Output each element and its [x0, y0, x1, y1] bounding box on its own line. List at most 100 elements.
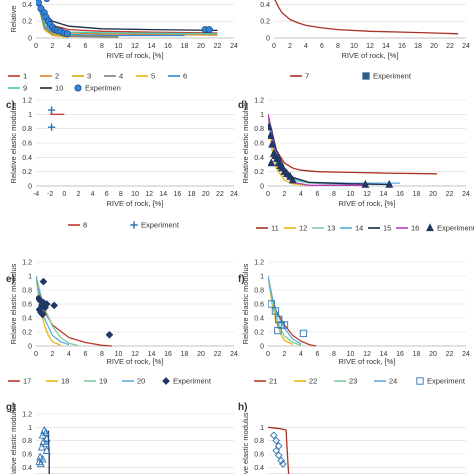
x-tick-label: 8	[332, 351, 336, 358]
experiment-point	[275, 315, 283, 324]
legend-item: 7	[290, 72, 309, 81]
legend-item: Experiment	[416, 377, 466, 386]
experiment-point	[41, 427, 50, 436]
y-tick-label: 0.4	[22, 155, 32, 162]
legend-label: 9	[23, 84, 27, 93]
experiment-point	[271, 307, 280, 315]
experiment-point	[268, 139, 277, 148]
legend-marker	[362, 72, 370, 80]
experiment-point	[38, 454, 47, 463]
x-tick-label: 20	[202, 191, 210, 198]
legend-item: 13	[312, 224, 335, 233]
legend-label: 16	[411, 224, 419, 233]
legend-label: 21	[269, 377, 277, 386]
legend-label: Experiment	[373, 72, 412, 81]
x-tick-label: 2	[51, 43, 55, 50]
experiment-point	[47, 106, 56, 114]
legend-item: 3	[72, 72, 91, 81]
legend-item: 2	[40, 72, 59, 81]
x-tick-label: 24	[462, 351, 470, 358]
chart-panel-6: 00.20.40.60.811.20 2 4 6 8 10 12 14 16 18 20 22 24RI…	[238, 260, 470, 386]
x-tick-label: 20	[197, 351, 205, 358]
x-axis-title: RIVE of rock, [%]	[338, 357, 395, 366]
legend-label: 5	[151, 72, 155, 81]
y-tick-label: 0	[266, 36, 270, 43]
legend-label: 20	[137, 377, 145, 386]
x-tick-label: 0	[62, 191, 66, 198]
panel-label: c)	[6, 100, 15, 111]
y-tick-label: 1	[260, 274, 264, 281]
y-tick-label: 1.2	[22, 260, 32, 267]
legend-label: 3	[87, 72, 91, 81]
legend-item: Experimen	[74, 84, 121, 93]
x-tick-label: 22	[446, 351, 454, 358]
x-tick-label: 6	[316, 351, 320, 358]
x-tick-label: 16	[164, 43, 172, 50]
legend-label: 19	[99, 377, 107, 386]
experiment-point	[38, 430, 47, 439]
x-tick-label: 4	[304, 43, 308, 50]
legend-marker	[130, 221, 138, 229]
experiment-point	[38, 310, 47, 319]
x-axis-title: RIVE of rock, [%]	[106, 199, 163, 208]
y-tick-label: 0.4	[254, 465, 264, 472]
x-tick-label: 4	[91, 191, 95, 198]
legend-item: 12	[284, 224, 307, 233]
legend-marker	[426, 223, 434, 232]
y-tick-label: 1.2	[22, 98, 32, 105]
legend-marker	[416, 377, 424, 385]
experiment-point	[268, 122, 273, 131]
x-axis-title: RIVE of rock, [%]	[341, 51, 398, 60]
y-tick-label: 0.6	[254, 302, 264, 309]
legend-item: 11	[256, 224, 279, 233]
x-tick-label: 24	[230, 351, 238, 358]
legend-item: Experiment	[426, 223, 474, 233]
y-tick-label: 0.8	[254, 288, 264, 295]
legend-label: 11	[271, 224, 279, 233]
legend-item: 21	[254, 377, 277, 386]
x-tick-label: 16	[396, 191, 404, 198]
legend-label: 7	[305, 72, 309, 81]
legend-item: 14	[340, 224, 363, 233]
experiment-point	[41, 439, 50, 448]
legend-item: 17	[8, 377, 31, 386]
plot-area	[268, 275, 317, 347]
experiment-point	[36, 457, 44, 466]
legend-item: 22	[294, 377, 317, 386]
x-tick-label: 2	[51, 351, 55, 358]
legend-item: 16	[396, 224, 419, 233]
x-tick-label: 12	[131, 351, 139, 358]
y-tick-label: 1	[260, 425, 264, 432]
y-tick-label: 1	[28, 112, 32, 119]
experiment-point	[105, 330, 114, 339]
y-axis-title: Relative elastic modulus	[9, 403, 18, 474]
x-tick-label: 18	[181, 351, 189, 358]
experiment-point	[269, 431, 278, 440]
experiment-point	[268, 300, 275, 308]
x-tick-label: 22	[214, 43, 222, 50]
experiment-point	[36, 0, 42, 7]
x-tick-label: 12	[363, 191, 371, 198]
legend-item: 4	[104, 72, 123, 81]
experiment-point	[277, 456, 286, 465]
x-tick-label: 2	[76, 191, 80, 198]
x-tick-label: 14	[148, 351, 156, 358]
y-tick-label: 0.4	[254, 155, 264, 162]
legend-label: 15	[383, 224, 391, 233]
x-tick-label: 18	[413, 351, 421, 358]
experiment-point	[37, 459, 45, 468]
experiment-point	[268, 131, 275, 139]
plot-area	[274, 0, 459, 35]
x-tick-label: 22	[446, 191, 454, 198]
x-tick-label: 10	[115, 351, 123, 358]
chart-panel-4: 00.20.40.60.811.20 2 4 6 8 10 12 14 16 18 20 22 24RI…	[238, 98, 474, 233]
x-tick-label: 18	[188, 191, 196, 198]
x-tick-label: 18	[414, 43, 422, 50]
legend-item: 19	[84, 377, 107, 386]
legend-item: 5	[136, 72, 155, 81]
y-tick-label: 0	[260, 184, 264, 191]
y-tick-label: 0.8	[22, 126, 32, 133]
x-tick-label: 14	[148, 43, 156, 50]
legend-item: 10	[40, 84, 63, 93]
